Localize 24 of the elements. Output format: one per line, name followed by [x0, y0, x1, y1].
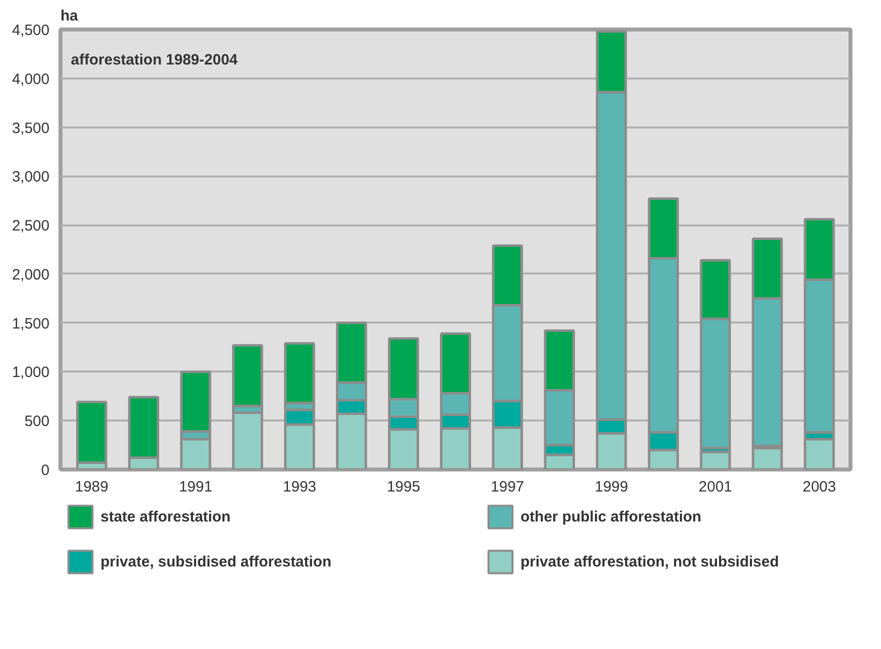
y-axis-title: ha [60, 8, 79, 24]
y-tick-label: 1,000 [12, 364, 50, 382]
text: afforestation 1989-2004 [70, 52, 238, 68]
y-tick-label: 500 [24, 413, 50, 430]
y-tick-label: 2,500 [12, 218, 50, 235]
x-tick-label: 1997 [490, 478, 524, 496]
y-tick-label: 0 [41, 462, 50, 479]
y-tick-label: 3,500 [12, 120, 50, 137]
legend-label: state afforestation [100, 508, 231, 526]
y-tick-label: 2,000 [12, 266, 50, 284]
x-tick-label: 1995 [386, 478, 420, 496]
legend-label: private, subsidised afforestation [100, 554, 332, 570]
x-tick-label: 1999 [594, 478, 628, 496]
y-tick-label: 4,500 [12, 22, 50, 39]
y-tick-label: 1,500 [12, 315, 50, 332]
legend-label: other public afforestation [520, 508, 702, 526]
x-tick-label: 1993 [282, 478, 316, 496]
x-tick-label: 1991 [178, 478, 212, 496]
x-tick-label: 1989 [75, 478, 108, 496]
legend-label: private afforestation, not subsidised [520, 554, 779, 570]
y-tick-label: 4,000 [12, 70, 50, 88]
x-tick-label: 2001 [698, 478, 732, 496]
y-tick-label: 3,000 [12, 168, 50, 186]
x-tick-label: 2003 [802, 478, 836, 496]
